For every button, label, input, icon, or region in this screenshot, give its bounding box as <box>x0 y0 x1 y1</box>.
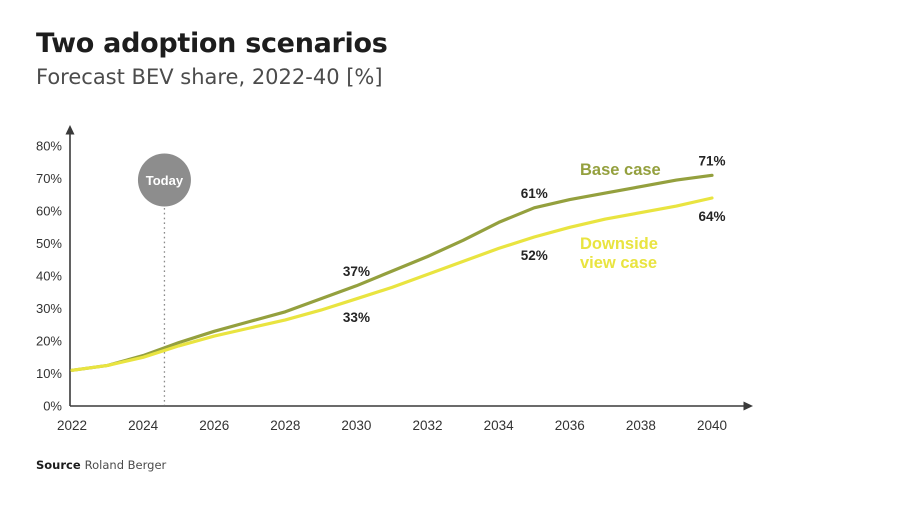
x-tick-label: 2038 <box>626 418 656 433</box>
x-tick-label: 2028 <box>270 418 300 433</box>
y-tick-label: 10% <box>36 366 62 381</box>
x-tick-label: 2024 <box>128 418 159 433</box>
series-line-base-case <box>70 173 714 372</box>
x-tick-label: 2030 <box>341 418 371 433</box>
series-line-downside-view-case <box>70 196 714 372</box>
y-tick-label: 60% <box>36 204 62 219</box>
chart-header: Two adoption scenarios Forecast BEV shar… <box>36 28 388 89</box>
page-subtitle: Forecast BEV share, 2022-40 [%] <box>36 65 383 89</box>
legend-label-base: Base case <box>580 161 661 179</box>
x-tick-label: 2034 <box>484 418 515 433</box>
y-tick-label: 50% <box>36 236 62 251</box>
legend-label-downside: Downside view case <box>580 235 658 272</box>
y-axis-arrow-icon <box>65 125 75 135</box>
x-axis-arrow-icon <box>743 401 753 411</box>
y-tick-label: 30% <box>36 301 62 316</box>
x-tick-label: 2036 <box>555 418 585 433</box>
point-label: 37% <box>343 264 370 279</box>
point-label: 33% <box>343 310 370 325</box>
y-tick-label: 80% <box>36 139 62 154</box>
today-circle <box>137 153 191 207</box>
y-tick-label: 20% <box>36 334 62 349</box>
point-label: 71% <box>698 153 725 168</box>
today-label: Today <box>146 173 184 188</box>
y-tick-label: 0% <box>43 399 62 414</box>
x-tick-label: 2026 <box>199 418 229 433</box>
source-label: Source <box>36 458 81 472</box>
y-tick-label: 70% <box>36 171 62 186</box>
y-tick-label: 40% <box>36 269 62 284</box>
source-value: Roland Berger <box>84 458 167 472</box>
x-tick-label: 2032 <box>413 418 443 433</box>
x-tick-label: 2040 <box>697 418 727 433</box>
page-title: Two adoption scenarios <box>36 28 388 59</box>
point-label: 64% <box>698 209 725 224</box>
point-label: 61% <box>521 186 548 201</box>
x-tick-label: 2022 <box>57 418 87 433</box>
point-label: 52% <box>521 248 548 263</box>
source-note: Source Roland Berger <box>36 458 166 472</box>
